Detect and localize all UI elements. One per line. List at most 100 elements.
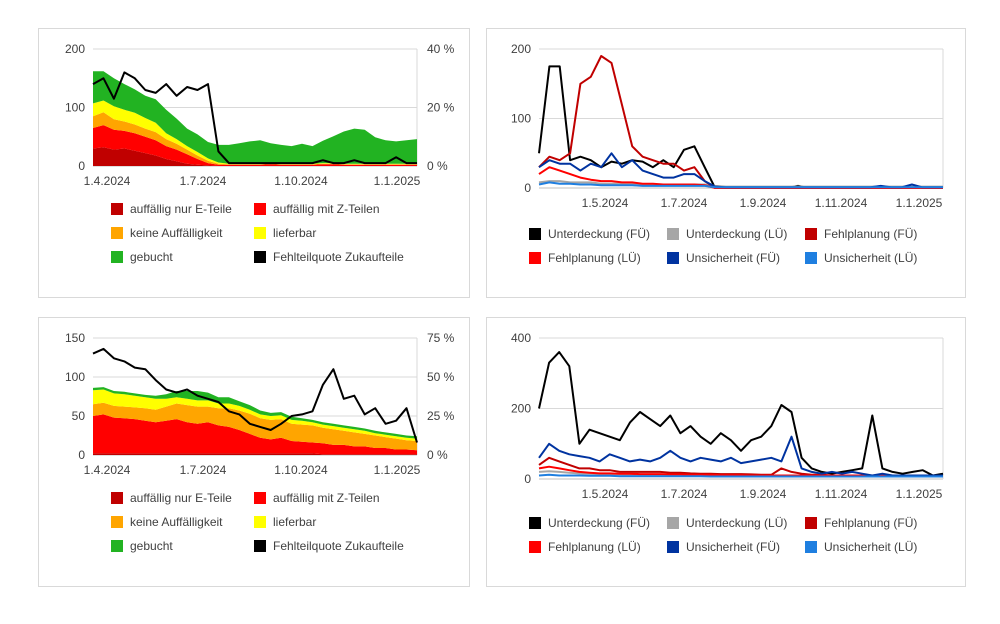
chart-3-y2-tick: 25 % <box>427 409 455 423</box>
chart-2-y-tick: 0 <box>524 181 531 195</box>
chart-2-x-tick: 1.9.2024 <box>740 196 787 210</box>
legend-swatch <box>254 203 266 215</box>
legend-swatch <box>254 227 266 239</box>
chart-2-legend-unsicherheit-fue[interactable]: Unsicherheit (FÜ) <box>667 250 780 266</box>
chart-3-area-auffaellig-mit-z-teilen <box>93 414 417 455</box>
chart-4-legend-unterdeckung-fue[interactable]: Unterdeckung (FÜ) <box>529 515 650 531</box>
chart-4-legend-fehlplanung-fue[interactable]: Fehlplanung (FÜ) <box>805 515 917 531</box>
chart-2-line-unsicherheit-fue <box>538 152 943 189</box>
chart-1-legend-lieferbar[interactable]: lieferbar <box>254 225 316 241</box>
legend-swatch <box>667 228 679 240</box>
legend-swatch <box>111 227 123 239</box>
legend-swatch <box>805 252 817 264</box>
chart-3-legend-auffaellig-nur-e-teile[interactable]: auffällig nur E-Teile <box>111 490 232 506</box>
chart-2-x-tick: 1.5.2024 <box>582 196 629 210</box>
chart-1-legend-fehlteilquote-zukaufteile[interactable]: Fehlteilquote Zukaufteile <box>254 249 404 265</box>
legend-label: Unsicherheit (FÜ) <box>686 540 781 554</box>
legend-label: auffällig nur E-Teile <box>130 202 232 216</box>
chart-4-legend-unsicherheit-lue[interactable]: Unsicherheit (LÜ) <box>805 539 917 555</box>
legend-label: Unsicherheit (LÜ) <box>824 251 918 265</box>
legend-label: gebucht <box>130 539 173 553</box>
chart-1-x-tick: 1.7.2024 <box>180 174 227 188</box>
chart-2-y-tick: 100 <box>511 112 531 126</box>
chart-4-legend-unsicherheit-fue[interactable]: Unsicherheit (FÜ) <box>667 539 780 555</box>
legend-swatch <box>667 252 679 264</box>
chart-4-y-tick: 400 <box>511 331 531 345</box>
legend-label: Unterdeckung (FÜ) <box>548 516 651 530</box>
chart-4-x-tick: 1.5.2024 <box>582 487 629 501</box>
chart-1-legend-auffaellig-nur-e-teile[interactable]: auffällig nur E-Teile <box>111 201 232 217</box>
chart-3-area-gebucht <box>93 387 417 439</box>
chart-4-legend-unterdeckung-lue[interactable]: Unterdeckung (LÜ) <box>667 515 787 531</box>
legend-swatch <box>111 251 123 263</box>
chart-4-x-tick: 1.7.2024 <box>661 487 708 501</box>
chart-4-y-tick: 0 <box>524 472 531 486</box>
chart-3-y-tick: 100 <box>65 370 85 384</box>
legend-label: gebucht <box>130 250 173 264</box>
chart-3-x-tick: 1.1.2025 <box>374 463 421 477</box>
chart-1-legend-gebucht[interactable]: gebucht <box>111 249 173 265</box>
legend-label: Fehlplanung (LÜ) <box>548 251 641 265</box>
chart-4-line-unsicherheit-lue <box>538 473 943 478</box>
chart-2-svg: 200 100 0 1.5.2024 1.7.2024 1.9.2024 1.11.2024… <box>511 42 944 210</box>
chart-4-x-tick: 1.9.2024 <box>740 487 787 501</box>
chart-2-legend-fehlplanung-fue[interactable]: Fehlplanung (FÜ) <box>805 226 917 242</box>
chart-3-x-tick: 1.4.2024 <box>84 463 131 477</box>
chart-3-area-keine-auffaelligkeit <box>93 402 417 451</box>
legend-swatch <box>111 516 123 528</box>
legend-swatch <box>254 540 266 552</box>
chart-1-area-auffaellig-mit-z-teilen <box>93 125 417 166</box>
chart-3-line-fehlteilquote-zukaufteile <box>92 347 418 443</box>
legend-label: Unterdeckung (LÜ) <box>686 227 788 241</box>
legend-swatch <box>111 540 123 552</box>
chart-3-y2-tick: 0 % <box>427 448 448 462</box>
chart-3-y2-tick: 75 % <box>427 331 455 345</box>
chart-4-line-unterdeckung-fue <box>538 351 944 477</box>
chart-1-legend-keine-auffaelligkeit[interactable]: keine Auffälligkeit <box>111 225 223 241</box>
chart-3-svg: 150 100 50 0 75 % 50 % 25 % 0 % 1.4.2024 1.7.2024… <box>65 331 455 477</box>
legend-swatch <box>805 517 817 529</box>
legend-swatch <box>254 492 266 504</box>
chart-2-legend-fehlplanung-lue[interactable]: Fehlplanung (LÜ) <box>529 250 641 266</box>
legend-swatch <box>805 228 817 240</box>
chart-3-legend-gebucht[interactable]: gebucht <box>111 538 173 554</box>
legend-swatch <box>529 252 541 264</box>
chart-3-y-tick: 0 <box>78 448 85 462</box>
chart-2-legend-unsicherheit-lue[interactable]: Unsicherheit (LÜ) <box>805 250 917 266</box>
chart-1-y-tick: 0 <box>78 159 85 173</box>
chart-3-x-tick: 1.10.2024 <box>274 463 328 477</box>
chart-1-legend-auffaellig-mit-z-teilen[interactable]: auffällig mit Z-Teilen <box>254 201 380 217</box>
chart-1-area-lieferbar <box>93 100 417 165</box>
legend-label: Fehlteilquote Zukaufteile <box>273 539 404 553</box>
chart-panel-3: 150 100 50 0 75 % 50 % 25 % 0 % 1.4.2024 1.7.2024… <box>38 317 470 587</box>
legend-label: keine Auffälligkeit <box>130 226 223 240</box>
chart-1-y2-tick: 40 % <box>427 42 455 56</box>
chart-3-area-auffaellig-nur-e-teile <box>93 453 417 455</box>
legend-label: Unterdeckung (LÜ) <box>686 516 788 530</box>
chart-3-legend-auffaellig-mit-z-teilen[interactable]: auffällig mit Z-Teilen <box>254 490 380 506</box>
chart-3-legend-fehlteilquote-zukaufteile[interactable]: Fehlteilquote Zukaufteile <box>254 538 404 554</box>
chart-1-x-tick: 1.1.2025 <box>374 174 421 188</box>
chart-1-line-fehlteilquote-zukaufteile <box>92 71 417 165</box>
legend-swatch <box>254 516 266 528</box>
legend-label: Unsicherheit (FÜ) <box>686 251 781 265</box>
legend-swatch <box>805 541 817 553</box>
chart-2-legend-unterdeckung-fue[interactable]: Unterdeckung (FÜ) <box>529 226 650 242</box>
legend-label: Fehlplanung (FÜ) <box>824 227 918 241</box>
legend-swatch <box>529 228 541 240</box>
chart-2-x-tick: 1.1.2025 <box>896 196 943 210</box>
chart-4-legend-fehlplanung-lue[interactable]: Fehlplanung (LÜ) <box>529 539 641 555</box>
chart-3-legend-lieferbar[interactable]: lieferbar <box>254 514 316 530</box>
chart-2-legend-unterdeckung-lue[interactable]: Unterdeckung (LÜ) <box>667 226 787 242</box>
legend-label: lieferbar <box>273 226 317 240</box>
legend-label: auffällig mit Z-Teilen <box>273 202 380 216</box>
legend-swatch <box>111 492 123 504</box>
chart-1-x-tick: 1.10.2024 <box>274 174 328 188</box>
legend-label: auffällig nur E-Teile <box>130 491 232 505</box>
chart-3-y2-tick: 50 % <box>427 370 455 384</box>
chart-1-area-gebucht <box>93 71 417 164</box>
legend-label: Fehlplanung (FÜ) <box>824 516 918 530</box>
chart-2-line-unterdeckung-fue <box>538 65 943 189</box>
chart-3-legend-keine-auffaelligkeit[interactable]: keine Auffälligkeit <box>111 514 223 530</box>
chart-1-y2-tick: 0 % <box>427 159 448 173</box>
